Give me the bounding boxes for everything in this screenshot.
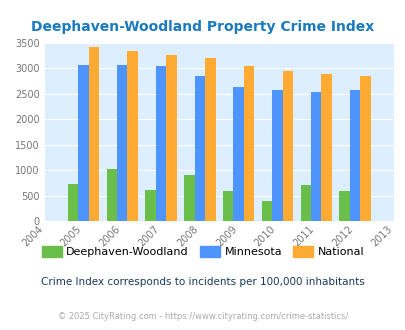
Bar bbox=[271, 90, 282, 221]
Bar bbox=[106, 169, 117, 221]
Bar bbox=[184, 175, 194, 221]
Bar bbox=[117, 65, 127, 221]
Bar bbox=[359, 76, 370, 221]
Bar bbox=[321, 74, 331, 221]
Bar bbox=[310, 91, 321, 221]
Bar bbox=[205, 58, 215, 221]
Bar bbox=[194, 76, 205, 221]
Text: Crime Index corresponds to incidents per 100,000 inhabitants: Crime Index corresponds to incidents per… bbox=[41, 277, 364, 287]
Text: Deephaven-Woodland Property Crime Index: Deephaven-Woodland Property Crime Index bbox=[31, 20, 374, 34]
Bar bbox=[78, 65, 88, 221]
Bar bbox=[349, 90, 359, 221]
Bar bbox=[68, 184, 78, 221]
Bar bbox=[339, 190, 349, 221]
Bar bbox=[233, 87, 243, 221]
Bar bbox=[243, 66, 254, 221]
Bar bbox=[222, 190, 233, 221]
Text: © 2025 CityRating.com - https://www.cityrating.com/crime-statistics/: © 2025 CityRating.com - https://www.city… bbox=[58, 312, 347, 321]
Bar bbox=[300, 185, 310, 221]
Bar bbox=[166, 55, 176, 221]
Legend: Deephaven-Woodland, Minnesota, National: Deephaven-Woodland, Minnesota, National bbox=[37, 242, 368, 261]
Bar bbox=[261, 201, 271, 221]
Bar bbox=[88, 47, 99, 221]
Bar bbox=[145, 189, 156, 221]
Bar bbox=[127, 51, 138, 221]
Bar bbox=[156, 66, 166, 221]
Bar bbox=[282, 71, 292, 221]
